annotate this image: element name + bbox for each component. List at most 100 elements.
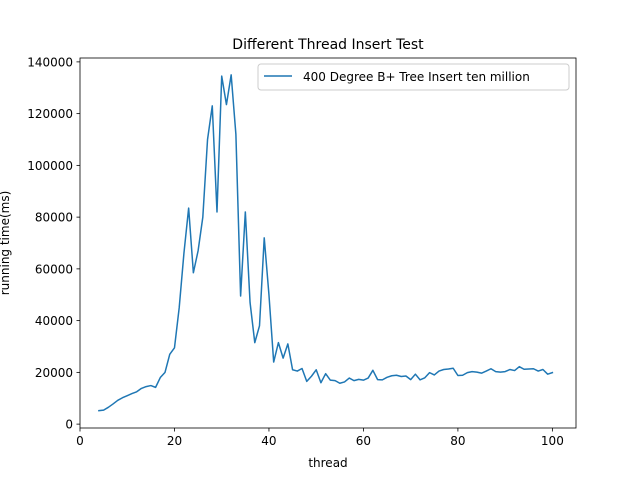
data-point [315,369,317,371]
data-point [108,407,110,409]
y-tick-label: 0 [65,418,73,432]
data-point [141,388,143,390]
x-tick-label: 40 [261,434,276,448]
data-point [438,370,440,372]
y-tick-label: 60000 [35,262,73,276]
data-point [500,371,502,373]
chart-title: Different Thread Insert Test [232,37,424,53]
data-point [301,368,303,370]
data-point [207,139,209,141]
x-tick-label: 0 [76,434,84,448]
data-point [193,272,195,274]
x-axis-label: thread [308,456,347,470]
data-point [509,369,511,371]
data-point [471,371,473,373]
data-point [372,370,374,372]
data-point [396,374,398,376]
data-point [533,368,535,370]
data-point [495,371,497,373]
data-point [169,353,171,355]
x-axis-ticks: 0 20 40 60 80 100 [76,428,564,448]
data-point [197,250,199,252]
data-point [542,369,544,371]
data-point [433,374,435,376]
data-point [230,74,232,76]
data-point [448,368,450,370]
data-point [240,295,242,297]
data-point [467,372,469,374]
data-point [325,373,327,375]
data-point [339,382,341,384]
data-point [174,347,176,349]
data-point [103,409,105,411]
x-tick-label: 100 [541,434,564,448]
data-point [273,361,275,363]
data-point [552,372,554,374]
data-point [457,375,459,377]
x-tick-label: 80 [450,434,465,448]
data-point [348,377,350,379]
data-point [183,253,185,255]
data-point [122,397,124,399]
data-point [117,400,119,402]
data-point [202,216,204,218]
data-point [296,370,298,372]
data-point [462,374,464,376]
data-point [249,302,251,304]
data-point [504,371,506,373]
data-point [415,373,417,375]
axes-frame [79,57,577,429]
legend: 400 Degree B+ Tree Insert ten million [257,63,570,91]
data-point [164,372,166,374]
plot-area [80,58,576,428]
data-point [311,375,313,377]
data-point [429,372,431,374]
data-point [211,105,213,107]
data-point [382,379,384,381]
data-point [514,370,516,372]
data-point [537,370,539,372]
data-point [490,368,492,370]
data-point [443,369,445,371]
data-point [226,104,228,106]
legend-box [257,63,570,91]
data-point [519,366,521,368]
data-point [292,369,294,371]
data-point [353,380,355,382]
data-point [377,379,379,381]
data-point [155,387,157,389]
data-point [410,379,412,381]
data-point [150,385,152,387]
y-tick-label: 40000 [35,314,73,328]
y-tick-label: 120000 [27,107,73,121]
data-point [136,391,138,393]
data-point [188,207,190,209]
y-axis-ticks: 0 20000 40000 60000 80000 100000 120000 140000 [27,55,80,432]
data-point [263,237,265,239]
data-point [419,379,421,381]
data-point [145,386,147,388]
data-point [424,377,426,379]
data-point [287,343,289,345]
y-tick-label: 100000 [27,159,73,173]
data-point [254,342,256,344]
data-point [268,294,270,296]
data-point [344,381,346,383]
x-tick-label: 20 [167,434,182,448]
data-point [367,377,369,379]
data-point [282,357,284,359]
data-point [306,381,308,383]
data-point [334,380,336,382]
data-point [178,307,180,309]
legend-label: 400 Degree B+ Tree Insert ten million [303,70,530,84]
y-tick-label: 140000 [27,55,73,69]
data-point [112,403,114,405]
data-point [160,377,162,379]
data-point [259,325,261,327]
data-point [98,410,100,412]
data-point [481,372,483,374]
data-point [528,368,530,370]
data-point [523,368,525,370]
data-point [363,379,365,381]
